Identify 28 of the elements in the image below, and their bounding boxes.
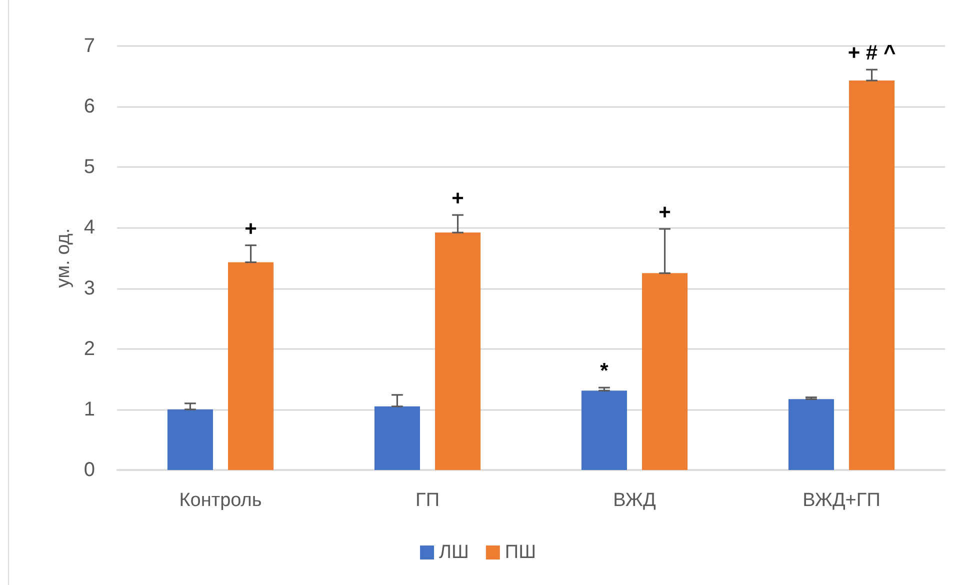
x-tick-label: ГП — [416, 490, 440, 511]
x-tick-label: ВЖД — [613, 490, 656, 511]
bar — [849, 80, 895, 470]
y-tick-label: 1 — [84, 398, 95, 420]
y-tick-label: 0 — [84, 459, 95, 481]
y-tick-label: 5 — [84, 156, 95, 178]
bar — [374, 406, 420, 470]
annotation: + # ^ — [848, 42, 896, 65]
legend-label: ПШ — [504, 542, 536, 563]
y-tick-label: 7 — [84, 35, 95, 57]
x-tick-label: Контроль — [179, 490, 262, 511]
y-tick-label: 3 — [84, 277, 95, 300]
x-tick-label: ВЖД+ГП — [802, 490, 880, 511]
y-tick-label: 2 — [84, 338, 95, 360]
y-tick-label: 4 — [84, 216, 95, 239]
bar — [642, 273, 688, 470]
legend-label: ЛШ — [439, 542, 469, 563]
bar — [788, 399, 834, 470]
annotation: + — [244, 217, 257, 240]
annotation: + — [452, 186, 464, 210]
bar — [228, 262, 274, 470]
annotation: * — [600, 360, 610, 383]
annotation: + — [658, 200, 671, 224]
y-tick-label: 6 — [84, 96, 95, 118]
bar — [581, 390, 627, 470]
bar — [435, 232, 481, 470]
bar — [167, 409, 213, 470]
y-axis-title: ум. од. — [52, 228, 74, 288]
